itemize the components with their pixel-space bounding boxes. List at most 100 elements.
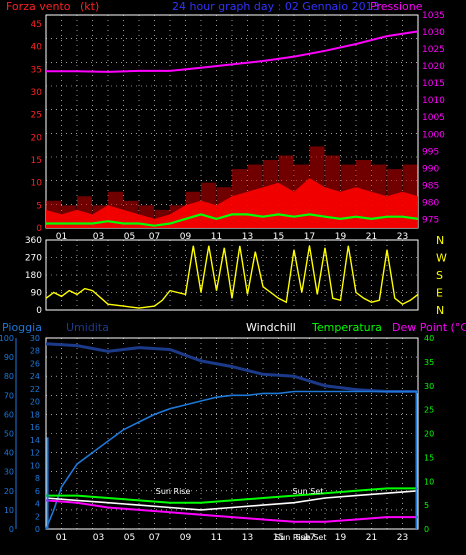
rain-tick-label: 10 [4, 506, 14, 515]
x-tick-label: 13 [242, 533, 253, 543]
x-tick-label: 15 [273, 533, 284, 543]
legend-temperatura: Temperatura [311, 321, 382, 334]
x-tick-label: 17 [304, 533, 315, 543]
x-tick-label: 23 [397, 533, 408, 543]
x-tick-label: 07 [149, 232, 160, 242]
right-tick-label: 980 [422, 198, 439, 208]
right-tick-label: 1035 [422, 11, 445, 21]
rain-tick-label: 60 [4, 410, 14, 419]
panel1-left-unit: (kt) [80, 0, 99, 13]
annotation-sun-rise: Sun Rise [156, 487, 191, 496]
wind-average-line [46, 213, 419, 227]
humidity-line [45, 342, 418, 393]
temperature-tick-label: 40 [424, 334, 434, 343]
direction-tick-label: 270 [25, 254, 42, 264]
left-tick-label: 35 [31, 65, 42, 75]
humidity-tick-label: 12 [30, 449, 40, 458]
x-tick-label: 13 [242, 232, 253, 242]
pressure-line [46, 30, 419, 73]
rain-tick-label: 50 [4, 430, 14, 439]
humidity-tick-label: 6 [35, 487, 40, 496]
compass-label: E [436, 287, 443, 300]
x-tick-label: 07 [149, 533, 160, 543]
compass-label: N [436, 304, 444, 317]
left-tick-label: 0 [36, 224, 42, 234]
rain-tick-label: 20 [4, 487, 14, 496]
left-tick-label: 45 [31, 20, 42, 30]
rain-tick-label: 80 [4, 372, 14, 381]
humidity-tick-label: 28 [30, 347, 40, 356]
direction-tick-label: 90 [31, 289, 43, 299]
temperature-tick-label: 15 [424, 453, 434, 462]
temperature-tick-label: 20 [424, 430, 434, 439]
annotation-sun-rise-2: Sun Rise [275, 533, 310, 542]
direction-tick-label: 360 [25, 236, 42, 246]
temperature-tick-label: 30 [424, 382, 434, 391]
humidity-tick-label: 10 [30, 461, 40, 470]
panel3-x-ticks: 01 03 05 07 09 11 13 15 17 19 21 23 [56, 533, 408, 543]
compass-label: W [436, 252, 447, 265]
temperature-humidity-panel: Pioggia Umidita Windchill Temperatura De… [0, 321, 466, 543]
annotation-sun-set: Sun Set [292, 487, 323, 496]
x-tick-label: 17 [304, 232, 315, 242]
x-tick-label: 09 [180, 533, 192, 543]
rain-tick-label: 0 [9, 525, 14, 534]
humidity-tick-label: 20 [30, 398, 40, 407]
rain-tick-label: 70 [4, 391, 14, 400]
temperature-tick-label: 0 [424, 525, 429, 534]
temperature-tick-label: 35 [424, 358, 434, 367]
legend-umidita: Umidita [66, 321, 109, 334]
panel3-right-ticks: 0 5 10 15 20 25 30 35 40 [424, 334, 434, 534]
wind-direction-line [45, 245, 419, 309]
x-tick-label: 11 [211, 232, 222, 242]
left-tick-label: 5 [36, 201, 42, 211]
panel1-left-label: Forza vento [6, 0, 71, 13]
x-tick-label: 23 [397, 232, 408, 242]
humidity-tick-label: 0 [35, 525, 40, 534]
humidity-tick-label: 22 [30, 385, 40, 394]
rain-line [45, 390, 418, 530]
panel1-title: 24 hour graph day : 02 Gennaio 2013 [172, 0, 380, 13]
panel3-series [45, 342, 419, 530]
x-tick-label: 19 [335, 232, 347, 242]
left-tick-label: 40 [31, 43, 43, 53]
direction-tick-label: 180 [25, 271, 42, 281]
humidity-tick-label: 30 [30, 334, 40, 343]
x-tick-label: 05 [124, 533, 135, 543]
x-tick-label: 09 [180, 232, 192, 242]
humidity-tick-label: 24 [30, 372, 40, 381]
left-tick-label: 15 [31, 156, 42, 166]
x-tick-label: 21 [366, 232, 377, 242]
x-tick-label: 19 [335, 533, 347, 543]
panel1-x-ticks: 01 03 05 07 09 11 13 15 17 19 21 23 [56, 232, 408, 242]
humidity-tick-label: 4 [35, 500, 40, 509]
wind-pressure-panel: Forza vento (kt) 24 hour graph day : 02 … [6, 0, 445, 242]
right-tick-label: 995 [422, 147, 439, 157]
right-tick-label: 1025 [422, 45, 445, 55]
right-tick-label: 1010 [422, 96, 445, 106]
left-tick-label: 30 [31, 88, 43, 98]
humidity-tick-label: 26 [30, 359, 40, 368]
legend-windchill: Windchill [246, 321, 296, 334]
right-tick-label: 1030 [422, 28, 445, 38]
legend-pioggia: Pioggia [2, 321, 42, 334]
legend-dewpoint: Dew Point (°C) [392, 321, 466, 334]
left-tick-label: 25 [31, 111, 42, 121]
left-tick-label: 10 [31, 179, 43, 189]
rain-tick-label: 40 [4, 449, 14, 458]
x-tick-label: 01 [56, 533, 67, 543]
left-tick-label: 20 [31, 133, 43, 143]
compass-label: S [436, 269, 443, 282]
panel3-left-ticks: 0 10 20 30 40 50 60 70 80 90 100 [0, 334, 17, 534]
temperature-line [46, 487, 418, 504]
x-tick-label: 11 [211, 533, 222, 543]
panel1-left-ticks: 0 5 10 15 20 25 30 35 40 45 [31, 20, 43, 234]
right-tick-label: 1015 [422, 79, 445, 89]
temperature-tick-label: 25 [424, 406, 434, 415]
annotation-sun-set-2: Sun Set [296, 533, 327, 542]
panel1-right-label: Pressione [370, 0, 423, 13]
